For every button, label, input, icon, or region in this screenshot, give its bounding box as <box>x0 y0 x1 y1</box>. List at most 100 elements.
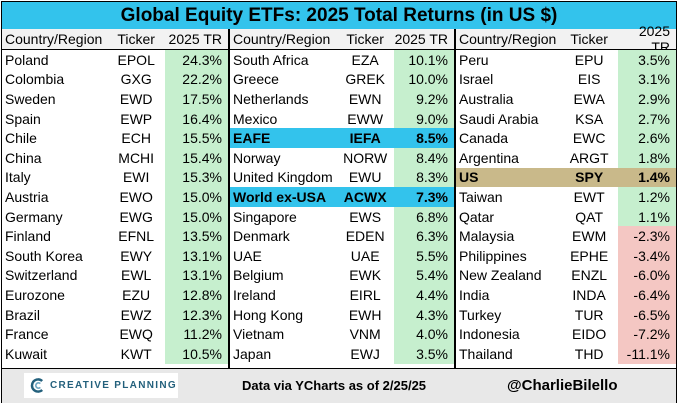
return-cell: 15.3% <box>164 167 228 188</box>
table-row: South Korea EWY 13.1% <box>2 245 228 266</box>
country-cell: Spain <box>5 110 41 127</box>
ticker-cell: EIDO <box>572 326 607 343</box>
table-row: World ex-USA ACWX 7.3% <box>230 187 454 207</box>
country-cell: India <box>459 286 490 303</box>
return-cell: -6.5% <box>617 304 676 325</box>
country-cell: Norway <box>233 149 281 166</box>
table-panel-2: Country/Region Ticker 2025 TR South Afri… <box>230 29 456 368</box>
table-row: Austria EWO 15.0% <box>2 187 228 207</box>
header-return: 2025 TR <box>168 31 222 47</box>
creative-planning-logo: CREATIVE PLANNING <box>24 373 178 398</box>
country-cell: Hong Kong <box>233 306 304 323</box>
country-cell: Ireland <box>233 286 276 303</box>
country-cell: Saudi Arabia <box>459 110 539 127</box>
table-row: Netherlands EWN 9.2% <box>230 89 455 109</box>
country-cell: Italy <box>5 169 31 186</box>
country-cell: EAFE <box>233 130 271 147</box>
footer: CREATIVE PLANNING Data via YCharts as of… <box>2 368 676 403</box>
country-cell: Turkey <box>459 306 502 323</box>
ticker-cell: IEFA <box>349 130 381 147</box>
table-row: Thailand THD -11.1% <box>456 343 676 364</box>
return-cell: -2.3% <box>617 226 676 246</box>
country-cell: Chile <box>5 130 37 147</box>
country-cell: Colombia <box>5 71 65 88</box>
table-row: United Kingdom EWU 8.3% <box>230 167 455 188</box>
ticker-cell: EWS <box>349 208 382 225</box>
return-cell: -7.2% <box>617 324 676 344</box>
chart-title: Global Equity ETFs: 2025 Total Returns (… <box>2 2 676 30</box>
country-cell: Israel <box>459 71 494 88</box>
return-cell: 4.4% <box>393 285 455 305</box>
country-cell: US <box>459 169 479 186</box>
table-row: India INDA -6.4% <box>456 285 676 305</box>
ticker-cell: EWN <box>348 90 382 107</box>
return-cell: 16.4% <box>164 108 228 129</box>
table-row: Hong Kong EWH 4.3% <box>230 304 455 325</box>
source-note: Data via YCharts as of 2/25/25 <box>242 378 427 393</box>
return-cell: 9.0% <box>393 108 455 129</box>
table-row: Saudi Arabia KSA 2.7% <box>456 108 676 129</box>
ticker-cell: QAT <box>575 208 604 225</box>
return-cell: 1.2% <box>617 187 676 207</box>
ticker-cell: EPOL <box>117 51 155 68</box>
header-ticker: Ticker <box>570 31 608 47</box>
table-row: Poland EPOL 24.3% <box>2 50 228 70</box>
country-cell: Malaysia <box>459 228 515 245</box>
table-header: Country/Region Ticker 2025 TR <box>2 29 228 50</box>
ticker-cell: EWC <box>572 130 606 147</box>
return-cell: 15.0% <box>164 187 228 207</box>
return-cell: 6.8% <box>393 206 455 227</box>
ticker-cell: EWM <box>572 228 607 245</box>
ticker-cell: EDEN <box>345 228 385 245</box>
country-cell: Argentina <box>459 149 519 166</box>
ticker-cell: EWG <box>119 208 153 225</box>
country-cell: Japan <box>233 345 272 362</box>
table-row: Eurozone EZU 12.8% <box>2 285 228 305</box>
country-cell: United Kingdom <box>233 169 333 186</box>
country-cell: China <box>5 149 42 166</box>
ticker-cell: EWH <box>348 306 382 323</box>
table-row: Vietnam VNM 4.0% <box>230 324 455 344</box>
country-cell: Peru <box>459 51 489 68</box>
country-cell: Germany <box>5 208 63 225</box>
ticker-cell: THD <box>574 345 604 362</box>
return-cell: 1.8% <box>617 147 676 168</box>
return-cell: 13.1% <box>164 265 228 286</box>
table-row: Norway NORW 8.4% <box>230 147 455 168</box>
return-cell: 8.5% <box>416 130 449 147</box>
return-cell: 5.5% <box>393 245 455 266</box>
ticker-cell: EWY <box>120 247 153 264</box>
country-cell: Australia <box>459 90 514 107</box>
return-cell: 15.0% <box>164 206 228 227</box>
creative-planning-logo-icon <box>30 378 44 393</box>
table-row: Denmark EDEN 6.3% <box>230 226 455 246</box>
return-cell: 4.0% <box>393 324 455 344</box>
ticker-cell: GREK <box>345 71 385 88</box>
table-row: Qatar QAT 1.1% <box>456 206 676 227</box>
table-row: Argentina ARGT 1.8% <box>456 147 676 168</box>
return-cell: 24.3% <box>164 50 228 70</box>
return-cell: -11.1% <box>617 343 676 364</box>
ticker-cell: KSA <box>575 110 604 127</box>
return-cell: 2.6% <box>617 128 676 148</box>
return-cell: 2.9% <box>617 89 676 109</box>
table-row: Malaysia EWM -2.3% <box>456 226 676 246</box>
ticker-cell: EWJ <box>350 345 380 362</box>
ticker-cell: ARGT <box>569 149 609 166</box>
table-row: Mexico EWW 9.0% <box>230 108 455 129</box>
table-row: Indonesia EIDO -7.2% <box>456 324 676 344</box>
return-cell: 15.5% <box>164 128 228 148</box>
country-cell: France <box>5 326 49 343</box>
table-row: Japan EWJ 3.5% <box>230 343 455 364</box>
ticker-cell: EPHE <box>570 247 609 264</box>
ticker-cell: EWZ <box>120 306 152 323</box>
return-cell: 8.3% <box>393 167 455 188</box>
ticker-cell: NORW <box>343 149 388 166</box>
country-cell: World ex-USA <box>233 188 327 205</box>
ticker-cell: ENZL <box>571 267 608 284</box>
table-row: Singapore EWS 6.8% <box>230 206 455 227</box>
header-country: Country/Region <box>5 31 103 47</box>
table-row: Germany EWG 15.0% <box>2 206 228 227</box>
ticker-cell: EIRL <box>349 286 381 303</box>
table-row: Belgium EWK 5.4% <box>230 265 455 286</box>
